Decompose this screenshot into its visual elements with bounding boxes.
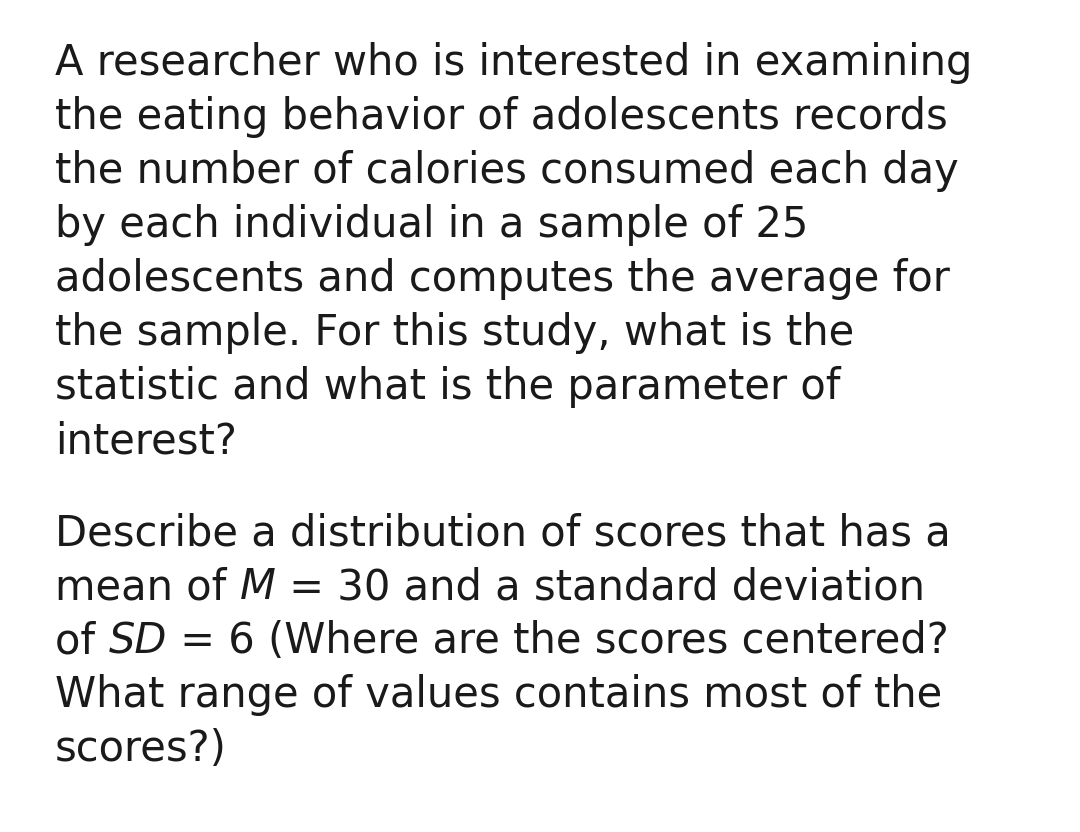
Text: M: M	[240, 566, 275, 608]
Text: the eating behavior of adolescents records: the eating behavior of adolescents recor…	[55, 96, 948, 138]
Text: interest?: interest?	[55, 420, 237, 462]
Text: the number of calories consumed each day: the number of calories consumed each day	[55, 150, 959, 192]
Text: SD: SD	[108, 620, 166, 662]
Text: = 30 and a standard deviation: = 30 and a standard deviation	[275, 566, 924, 608]
Text: Describe a distribution of scores that has a: Describe a distribution of scores that h…	[55, 512, 950, 554]
Text: mean of: mean of	[55, 566, 240, 608]
Text: the sample. For this study, what is the: the sample. For this study, what is the	[55, 312, 854, 354]
Text: scores?): scores?)	[55, 728, 227, 770]
Text: A researcher who is interested in examining: A researcher who is interested in examin…	[55, 42, 972, 84]
Text: statistic and what is the parameter of: statistic and what is the parameter of	[55, 366, 840, 408]
Text: by each individual in a sample of 25: by each individual in a sample of 25	[55, 204, 808, 246]
Text: adolescents and computes the average for: adolescents and computes the average for	[55, 258, 950, 300]
Text: What range of values contains most of the: What range of values contains most of th…	[55, 674, 942, 716]
Text: of: of	[55, 620, 108, 662]
Text: = 6 (Where are the scores centered?: = 6 (Where are the scores centered?	[166, 620, 948, 662]
